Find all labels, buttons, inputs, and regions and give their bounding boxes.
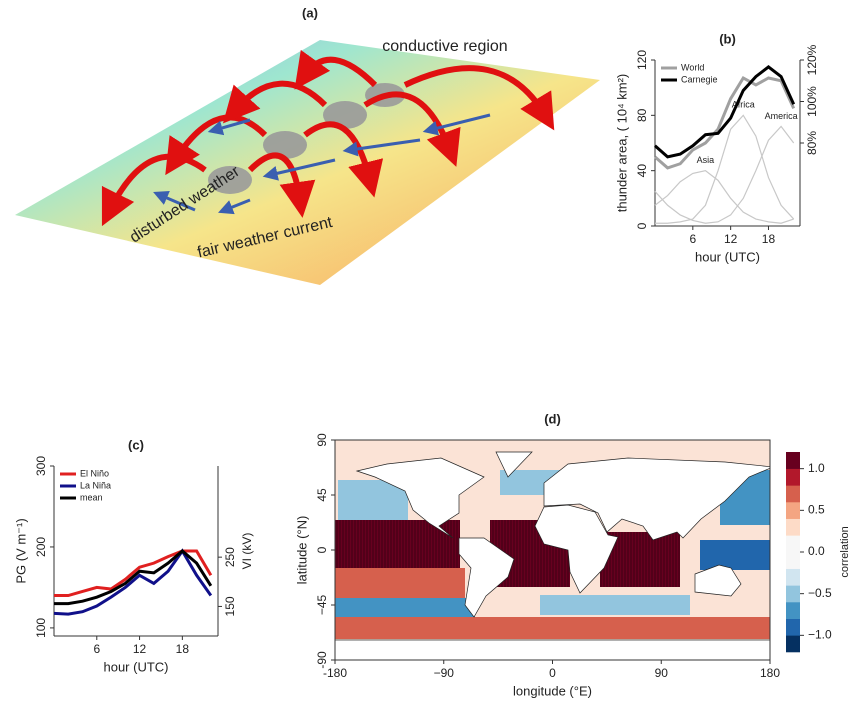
colorbar-cell bbox=[786, 635, 800, 653]
y-axis-label: PG (V m⁻¹) bbox=[13, 518, 28, 583]
component-line bbox=[654, 170, 794, 224]
x-tick-label: 0 bbox=[549, 666, 556, 680]
x-tick-label: −90 bbox=[434, 666, 455, 680]
y-tick-label: 300 bbox=[34, 456, 48, 476]
y-tick-label: 80 bbox=[635, 108, 649, 122]
component-label: Africa bbox=[732, 100, 755, 110]
x-tick-label: 12 bbox=[724, 232, 738, 246]
colorbar-tick-label: 0.0 bbox=[808, 544, 825, 558]
y-tick-label: 40 bbox=[635, 164, 649, 178]
series-line bbox=[54, 549, 213, 598]
x-axis-label: hour (UTC) bbox=[695, 249, 760, 264]
legend-label: La Niña bbox=[80, 480, 111, 490]
x-tick-label: 12 bbox=[133, 642, 147, 656]
colorbar-label: correlation bbox=[839, 526, 851, 577]
y2-tick-label: 120% bbox=[805, 44, 819, 75]
legend-label: mean bbox=[80, 492, 103, 502]
panel-title: (d) bbox=[544, 411, 561, 426]
x-tick-label: 6 bbox=[93, 642, 100, 656]
colorbar-cell bbox=[786, 452, 800, 469]
x-tick-label: 18 bbox=[762, 232, 776, 246]
colorbar-cell bbox=[786, 468, 800, 486]
panel-title: (b) bbox=[719, 31, 736, 46]
colorbar-tick-label: −0.5 bbox=[808, 586, 832, 600]
diagram-label: conductive region bbox=[382, 38, 507, 55]
y-tick-label: 120 bbox=[635, 50, 649, 70]
x-tick-label: 90 bbox=[655, 666, 669, 680]
y-tick-label: 0 bbox=[635, 222, 649, 229]
x-tick-label: 6 bbox=[689, 232, 696, 246]
component-label: Asia bbox=[697, 155, 715, 165]
y-tick-label: 0 bbox=[315, 546, 329, 553]
legend-label: World bbox=[681, 62, 704, 72]
earth-slab bbox=[15, 40, 600, 285]
y-tick-label: -90 bbox=[315, 651, 329, 669]
x-axis-label: hour (UTC) bbox=[103, 659, 168, 674]
colorbar-cell bbox=[786, 618, 800, 636]
series-line bbox=[53, 548, 213, 616]
y2-tick-label: 150 bbox=[223, 596, 237, 616]
y-tick-label: 90 bbox=[315, 433, 329, 447]
x-axis-label: longitude (°E) bbox=[513, 683, 592, 698]
y-axis-label: latitude (°N) bbox=[294, 516, 309, 585]
colorbar-cell bbox=[786, 585, 800, 603]
y2-tick-label: 250 bbox=[223, 547, 237, 567]
colorbar-tick-label: −1.0 bbox=[808, 628, 832, 642]
map-field bbox=[335, 440, 770, 660]
y-tick-label: 45 bbox=[315, 488, 329, 502]
colorbar-cell bbox=[786, 518, 800, 536]
colorbar-tick-label: 1.0 bbox=[808, 461, 825, 475]
colorbar-cell bbox=[786, 485, 800, 503]
colorbar-cell bbox=[786, 535, 800, 553]
y-axis-label: thunder area, ( 10⁴ km²) bbox=[614, 74, 629, 213]
colorbar-cell bbox=[786, 552, 800, 569]
y-tick-label: 100 bbox=[34, 618, 48, 638]
series-line bbox=[654, 65, 796, 159]
x-tick-label: 18 bbox=[176, 642, 190, 656]
y-tick-label: 200 bbox=[34, 537, 48, 557]
y2-axis-label: VI (kV) bbox=[240, 533, 254, 570]
colorbar-tick-label: 0.5 bbox=[808, 503, 825, 517]
x-tick-label: -180 bbox=[323, 666, 347, 680]
colorbar-cell bbox=[786, 568, 800, 586]
legend-label: Carnegie bbox=[681, 74, 718, 84]
series-line bbox=[54, 549, 213, 606]
y-tick-label: −45 bbox=[315, 594, 329, 615]
panel-title: (a) bbox=[302, 5, 318, 20]
legend-label: El Niño bbox=[80, 468, 109, 478]
series-line bbox=[654, 75, 796, 170]
colorbar-cell bbox=[786, 602, 800, 619]
x-tick-label: 180 bbox=[760, 666, 780, 680]
component-label: America bbox=[765, 111, 798, 121]
component-line bbox=[654, 125, 795, 224]
colorbar-cell bbox=[786, 502, 800, 519]
y2-tick-label: 80% bbox=[805, 131, 819, 155]
y2-tick-label: 100% bbox=[805, 86, 819, 117]
diagram: (a) conductive region disturbed weather … bbox=[15, 5, 600, 285]
current-arrows bbox=[101, 49, 555, 227]
panel-title: (c) bbox=[128, 437, 144, 452]
fair-weather-arrows bbox=[153, 113, 491, 215]
component-line bbox=[655, 114, 795, 224]
